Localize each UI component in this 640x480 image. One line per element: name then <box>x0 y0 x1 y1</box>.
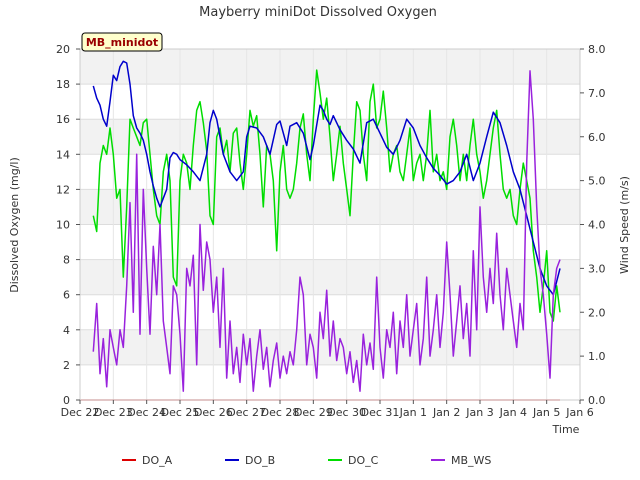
legend-label: DO_C <box>348 454 379 467</box>
x-tick-label: Dec 23 <box>94 406 133 419</box>
y2-tick-label: 3.0 <box>588 262 606 275</box>
y-axis-label: Dissolved Oxygen (mg/l) <box>8 157 21 292</box>
series-line-do-c <box>92 69 561 322</box>
x-tick-label: Dec 30 <box>327 406 366 419</box>
plot-band <box>80 259 580 295</box>
y-tick-label: 2 <box>63 359 70 372</box>
legend-label: MB_WS <box>451 454 491 467</box>
y-tick-label: 8 <box>63 254 70 267</box>
y2-tick-label: 2.0 <box>588 306 606 319</box>
x-tick-label: Dec 31 <box>361 406 400 419</box>
x-tick-label: Jan 1 <box>399 406 427 419</box>
legend: DO_A DO_B DO_C MB_WS <box>122 454 491 467</box>
y-tick-label: 14 <box>56 148 70 161</box>
plot-band <box>80 189 580 225</box>
y-tick-label: 12 <box>56 183 70 196</box>
legend-label: DO_A <box>142 454 173 467</box>
badge-label: MB_minidot <box>86 36 158 49</box>
y2-axis-ticks: 0.0 1.0 2.0 3.0 4.0 5.0 6.0 7.0 8.0 <box>580 43 606 407</box>
y-axis-ticks: 0 2 4 6 8 10 12 14 16 18 20 <box>56 43 80 407</box>
legend-label: DO_B <box>245 454 275 467</box>
badge-box <box>81 32 163 52</box>
x-tick-label: Dec 29 <box>294 406 333 419</box>
y-tick-label: 20 <box>56 43 70 56</box>
series-line-do-b <box>92 60 561 296</box>
legend-item-mb-ws: MB_WS <box>431 454 491 467</box>
y2-tick-label: 6.0 <box>588 131 606 144</box>
legend-item-do-a: DO_A <box>122 454 173 467</box>
y-tick-label: 4 <box>63 324 70 337</box>
y-tick-label: 10 <box>56 219 70 232</box>
y-tick-label: 18 <box>56 78 70 91</box>
y2-tick-label: 5.0 <box>588 175 606 188</box>
x-tick-label: Jan 6 <box>565 406 593 419</box>
legend-item-do-c: DO_C <box>328 454 379 467</box>
x-axis-label: Time <box>552 423 580 436</box>
y2-tick-label: 0.0 <box>588 394 606 407</box>
x-tick-label: Jan 5 <box>532 406 560 419</box>
y-tick-label: 16 <box>56 113 70 126</box>
y2-tick-label: 4.0 <box>588 219 606 232</box>
y-tick-label: 6 <box>63 289 70 302</box>
y2-tick-label: 1.0 <box>588 350 606 363</box>
badge: MB_minidot <box>81 32 163 52</box>
x-tick-label: Dec 27 <box>227 406 266 419</box>
y-tick-label: 0 <box>63 394 70 407</box>
x-tick-label: Jan 3 <box>465 406 493 419</box>
y2-tick-label: 8.0 <box>588 43 606 56</box>
plot-band <box>80 49 580 85</box>
chart-title: Mayberry miniDot Dissolved Oxygen <box>199 5 437 20</box>
series-line-mb-ws <box>92 70 561 392</box>
x-tick-label: Dec 26 <box>194 406 233 419</box>
legend-item-do-b: DO_B <box>225 454 275 467</box>
x-tick-label: Jan 4 <box>499 406 527 419</box>
x-tick-label: Dec 24 <box>127 406 166 419</box>
y2-axis-label: Wind Speed (m/s) <box>618 176 631 274</box>
y2-tick-label: 7.0 <box>588 87 606 100</box>
x-tick-label: Jan 2 <box>432 406 460 419</box>
x-tick-label: Dec 28 <box>261 406 300 419</box>
x-tick-label: Dec 22 <box>61 406 100 419</box>
x-tick-label: Dec 25 <box>161 406 200 419</box>
